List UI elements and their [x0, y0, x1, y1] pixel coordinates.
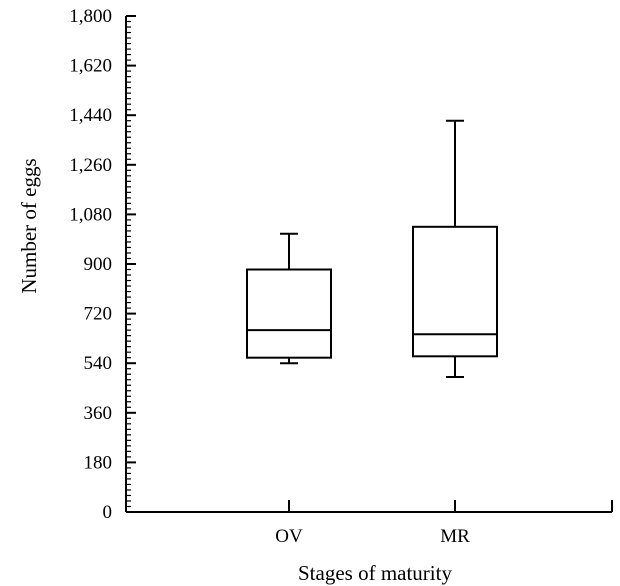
box-series [246, 119, 498, 378]
x-axis-title: Stages of maturity [298, 561, 452, 585]
y-axis-title: Number of eggs [17, 158, 41, 293]
x-axis-ticks: OV MR [275, 500, 613, 547]
y-tick-label: 1,620 [69, 56, 112, 77]
y-tick-label: 900 [84, 254, 113, 275]
y-tick-label: 1,080 [69, 204, 112, 225]
box-mr [412, 119, 498, 378]
y-axis-ticks: 0 180 360 540 720 900 1,080 1,260 1,440 1,620 1,80… [69, 6, 136, 523]
x-tick-label: MR [440, 526, 470, 547]
y-tick-label: 1,440 [69, 105, 112, 126]
interquartile-box [246, 268, 332, 359]
x-tick-label: OV [275, 526, 303, 547]
y-tick-label: 1,800 [69, 6, 112, 27]
y-tick-label: 1,260 [69, 155, 112, 176]
y-tick-label: 0 [103, 502, 113, 523]
y-tick-label: 540 [84, 353, 113, 374]
y-tick-label: 720 [84, 304, 113, 325]
axes [125, 16, 612, 513]
interquartile-box [412, 225, 498, 358]
y-tick-label: 180 [84, 452, 113, 473]
y-tick-label: 360 [84, 403, 113, 424]
box-ov [246, 232, 332, 365]
